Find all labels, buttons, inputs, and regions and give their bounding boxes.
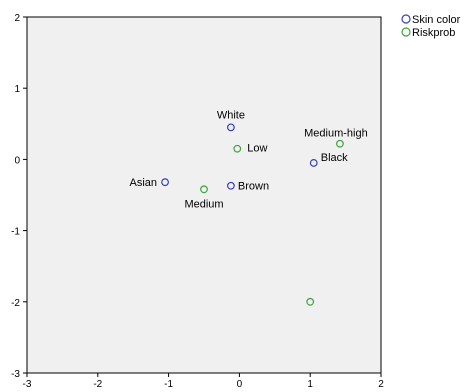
data-point (309, 159, 318, 167)
y-tick-label: 2 (14, 13, 20, 24)
x-tick-label: -1 (164, 379, 173, 387)
point-label: Medium-high (304, 128, 368, 140)
y-tick-label: -3 (11, 369, 20, 380)
x-tick-label: 2 (378, 379, 384, 387)
legend-label: Skin color (412, 14, 461, 26)
data-point (306, 297, 315, 306)
y-tick-label: 0 (14, 155, 20, 166)
data-point (233, 144, 242, 153)
x-tick-label: 0 (237, 379, 243, 387)
point-label: Asian (130, 177, 158, 189)
point-label: Low (247, 143, 267, 155)
x-tick-label: -2 (93, 379, 102, 387)
data-point (200, 185, 208, 194)
data-point (227, 181, 235, 190)
y-tick-label: -2 (11, 298, 20, 309)
y-tick-label: -1 (11, 227, 20, 238)
point-label: Black (321, 152, 348, 164)
legend-label: Riskprob (412, 27, 455, 39)
point-label: White (217, 109, 245, 121)
point-label: Brown (238, 181, 269, 193)
legend-marker (401, 14, 411, 24)
plot-area (26, 16, 382, 374)
data-point (336, 139, 344, 148)
x-tick-label: -3 (23, 379, 32, 387)
point-label: Medium (184, 198, 223, 210)
x-tick-label: 1 (307, 379, 313, 387)
legend-marker (401, 27, 411, 37)
data-point (161, 178, 169, 187)
y-tick-label: 1 (14, 84, 20, 95)
data-point (227, 123, 235, 132)
